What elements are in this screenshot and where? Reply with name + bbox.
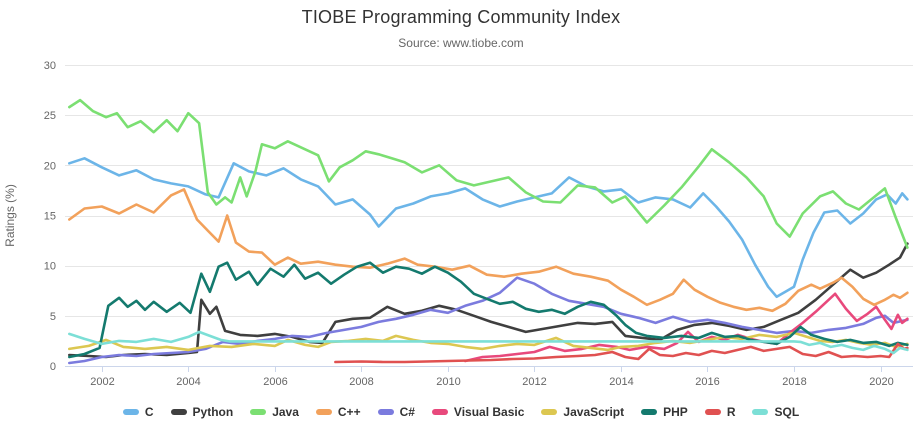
series-line-php[interactable] xyxy=(68,261,909,359)
legend-item-c-[interactable]: C++ xyxy=(315,405,361,419)
series-line-java[interactable] xyxy=(68,98,909,249)
y-axis-tick-label: 30 xyxy=(44,60,56,72)
legend-swatch-c- xyxy=(377,409,394,415)
x-axis-tick-label: 2008 xyxy=(349,376,373,388)
x-axis-tick-label: 2002 xyxy=(90,376,114,388)
series-line-c-[interactable] xyxy=(68,188,909,313)
series-line-python[interactable] xyxy=(68,242,909,359)
legend-swatch-visual-basic xyxy=(431,409,448,415)
x-axis-tick-label: 2012 xyxy=(522,376,546,388)
chart-subtitle: Source: www.tiobe.com xyxy=(398,36,524,50)
y-axis-title: Ratings (%) xyxy=(3,184,17,247)
x-axis-tick-label: 2010 xyxy=(436,376,460,388)
legend-label-c-: C++ xyxy=(337,405,361,419)
x-axis-tick-label: 2016 xyxy=(695,376,719,388)
x-axis-tick-label: 2004 xyxy=(176,376,200,388)
x-axis-tick-label: 2006 xyxy=(263,376,287,388)
y-axis-tick-label: 25 xyxy=(44,110,56,122)
series-line-r[interactable] xyxy=(334,342,909,364)
chart-legend: C Python Java C++ C# Visual Basic JavaScript PH… xyxy=(0,401,922,423)
y-axis-tick-label: 10 xyxy=(44,261,56,273)
y-axis-tick-label: 20 xyxy=(44,160,56,172)
series-line-javascript[interactable] xyxy=(68,331,909,352)
legend-item-c[interactable]: C xyxy=(122,405,154,419)
legend-swatch-c- xyxy=(315,409,332,415)
x-axis-tick-label: 2014 xyxy=(609,376,633,388)
y-axis-tick-label: 0 xyxy=(50,361,56,373)
legend-label-java: Java xyxy=(272,405,299,419)
legend-swatch-sql xyxy=(752,409,769,415)
legend-item-c-[interactable]: C# xyxy=(377,405,415,419)
legend-label-r: R xyxy=(726,405,736,419)
legend-label-c: C xyxy=(144,405,154,419)
legend-label-javascript: JavaScript xyxy=(563,405,625,419)
legend-swatch-java xyxy=(250,409,267,415)
x-axis-tick-label: 2018 xyxy=(782,376,806,388)
legend-item-php[interactable]: PHP xyxy=(641,405,688,419)
legend-item-r[interactable]: R xyxy=(704,405,736,419)
legend-swatch-r xyxy=(704,409,721,415)
legend-item-java[interactable]: Java xyxy=(250,405,299,419)
legend-swatch-c xyxy=(122,409,139,415)
legend-item-sql[interactable]: SQL xyxy=(752,405,799,419)
legend-label-python: Python xyxy=(192,405,234,419)
legend-item-visual-basic[interactable]: Visual Basic xyxy=(431,405,525,419)
y-axis-tick-label: 5 xyxy=(50,311,56,323)
y-axis-tick-label: 15 xyxy=(44,211,56,223)
legend-label-visual-basic: Visual Basic xyxy=(453,405,525,419)
chart-plot-area: 0 5 10 15 20 25 30 2002 2004 2006 2008 2010 2012 2014… xyxy=(3,60,913,388)
legend-item-python[interactable]: Python xyxy=(170,405,234,419)
series-line-c[interactable] xyxy=(68,157,909,299)
legend-label-c-: C# xyxy=(399,405,415,419)
legend-swatch-php xyxy=(641,409,658,415)
series-line-sql[interactable] xyxy=(68,330,909,355)
legend-label-php: PHP xyxy=(663,405,688,419)
chart-title: TIOBE Programming Community Index xyxy=(301,7,621,27)
legend-swatch-python xyxy=(170,409,187,415)
legend-swatch-javascript xyxy=(541,409,558,415)
legend-label-sql: SQL xyxy=(774,405,800,419)
legend-item-javascript[interactable]: JavaScript xyxy=(541,405,624,419)
x-axis-tick-label: 2020 xyxy=(869,376,893,388)
